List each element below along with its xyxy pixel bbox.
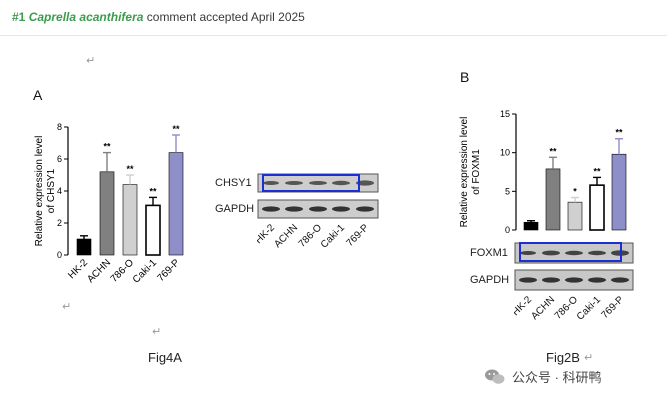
bar-hk-2 (523, 221, 539, 231)
return-mark: ↵ (62, 301, 72, 313)
comment-title: #1 Caprella acanthifera comment accepted… (12, 10, 305, 24)
blot-lane-label: 769-P (599, 294, 626, 321)
y-axis-label: Relative expression level (34, 136, 45, 247)
bar-achn (99, 171, 115, 256)
bar-hk-2 (76, 238, 92, 256)
significance-label: ** (149, 186, 157, 196)
blot-label-gapdh: GAPDH (215, 203, 255, 215)
comment-status: comment accepted April 2025 (146, 10, 305, 24)
comment-header: #1 Caprella acanthifera comment accepted… (0, 0, 667, 36)
blot-label-gapdh: GAPDH (470, 274, 510, 286)
panel-letter-a: A (33, 87, 43, 103)
blot-lane-label: ACHN (272, 222, 300, 250)
y-tick-label: 10 (500, 148, 510, 158)
figure-a-bar-chart: Relative expression level of CHSY102468HK… (34, 122, 184, 286)
figure-b-caption: Fig2B (546, 350, 580, 365)
significance-label: ** (615, 128, 623, 138)
bar-caki-1 (145, 204, 161, 256)
y-tick-label: 0 (505, 225, 510, 235)
bar-769-p (168, 152, 184, 256)
figure-b-western-blot: FOXM1 GAPDH HK-2 ACHN 786-O Caki-1 769-P (470, 240, 640, 350)
blot-label-foxm1: FOXM1 (470, 247, 508, 259)
y-axis-label: of FOXM1 (471, 149, 482, 195)
blot-lane-label: 769-P (344, 222, 371, 249)
blot-label-chsy1: CHSY1 (215, 177, 252, 189)
y-tick-label: 4 (57, 186, 62, 196)
y-tick-label: 8 (57, 122, 62, 132)
bar-786-o (122, 184, 138, 256)
wechat-icon (485, 369, 505, 384)
bar-786-o (567, 201, 583, 231)
y-tick-label: 15 (500, 109, 510, 119)
y-tick-label: 2 (57, 218, 62, 228)
y-tick-label: 5 (505, 186, 510, 196)
panel-letter-b: B (460, 69, 470, 85)
x-tick-label: 769-P (155, 257, 182, 284)
significance-label: ** (593, 166, 601, 176)
significance-label: * (573, 187, 577, 197)
blot-lane-label: 786-O (553, 294, 581, 322)
bar-caki-1 (589, 184, 605, 231)
watermark-text: 公众号 · 科研鸭 (512, 370, 602, 385)
figure-b-bar-chart: Relative expression level of FOXM1 0 5 10 15 *… (459, 109, 627, 235)
blot-lane-label: ACHN (529, 294, 557, 322)
bar-achn (545, 168, 561, 231)
watermark: 公众号 · 科研鸭 (484, 367, 602, 386)
y-axis-label: of CHSY1 (46, 168, 57, 213)
blot-lane-label: 786-O (297, 222, 325, 250)
x-tick-label: Caki-1 (131, 257, 160, 286)
figure-a-western-blot: CHSY1 GAPDH HK-2 ACHN 786-O Caki-1 769-P (215, 170, 385, 265)
significance-label: ** (103, 142, 111, 152)
figure-a-caption: Fig4A (148, 350, 182, 365)
x-tick-label: ACHN (85, 257, 113, 285)
return-mark: ↵ (86, 55, 96, 67)
bar-769-p (611, 153, 627, 231)
return-mark: ↵ (152, 326, 162, 338)
significance-label: ** (549, 146, 557, 156)
blot-lane-label: Caki-1 (575, 294, 604, 323)
significance-label: ** (126, 164, 134, 174)
y-axis-label: Relative expression level (459, 117, 470, 228)
x-tick-label: 786-O (109, 257, 137, 285)
y-tick-label: 0 (57, 250, 62, 260)
return-mark: ↵ (584, 352, 594, 364)
y-tick-label: 6 (57, 154, 62, 164)
blot-lane-label: Caki-1 (319, 222, 348, 251)
species-name: Caprella acanthifera (28, 10, 144, 24)
significance-label: ** (172, 124, 180, 134)
comment-number: #1 (12, 10, 26, 24)
